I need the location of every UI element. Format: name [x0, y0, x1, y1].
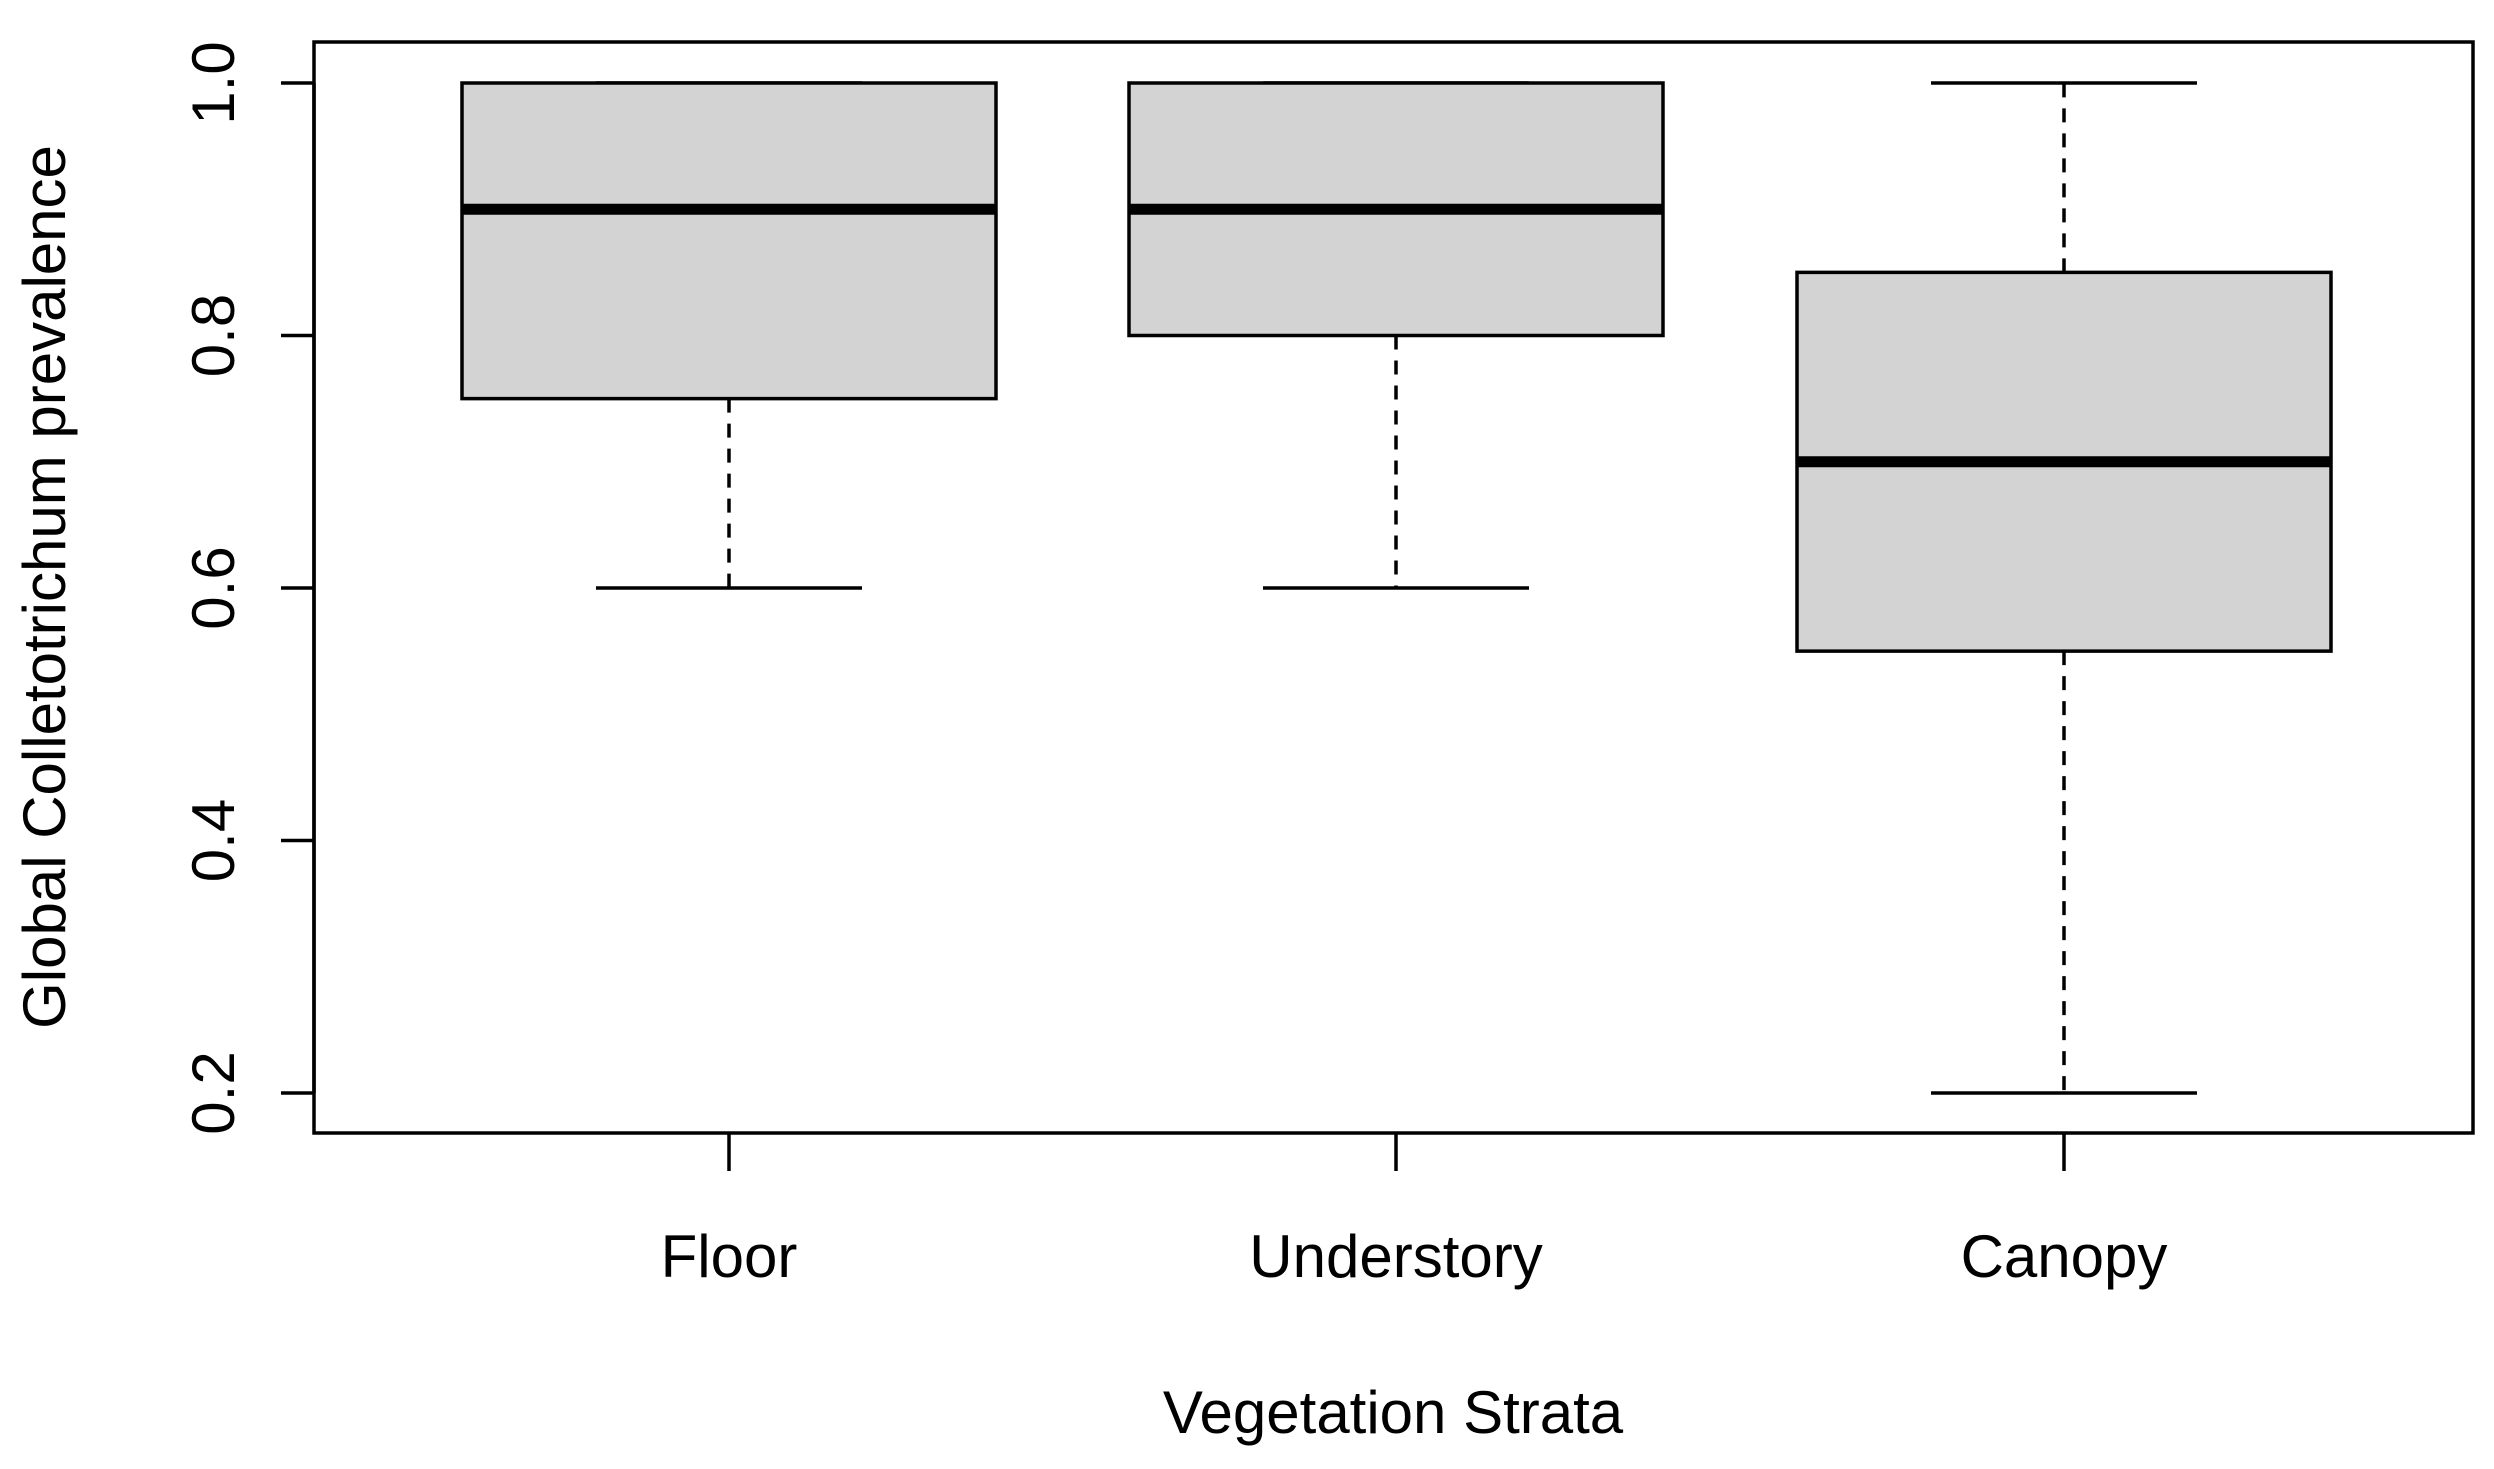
y-tick-label: 0.2 [180, 1051, 247, 1134]
box-group-floor [460, 81, 998, 590]
x-axis: Floor Understory Canopy [661, 1133, 2168, 1290]
box-floor [460, 81, 998, 401]
x-tick-label-canopy: Canopy [1961, 1223, 2168, 1290]
boxes-layer [460, 81, 2333, 1095]
x-tick-label-floor: Floor [661, 1223, 798, 1290]
y-axis-label: Global Colletotrichum prevalence [11, 145, 78, 1029]
box-group-understory [1127, 81, 1665, 590]
x-axis-label: Vegetation Strata [1163, 1379, 1624, 1446]
y-tick-label: 0.4 [180, 799, 247, 882]
y-tick-label: 0.6 [180, 546, 247, 629]
box-group-canopy [1795, 81, 2333, 1095]
y-axis: 0.2 0.4 0.6 0.8 1.0 [180, 41, 316, 1135]
y-tick-label: 0.8 [180, 294, 247, 377]
y-tick-label: 1.0 [180, 41, 247, 124]
x-tick-label-understory: Understory [1249, 1223, 1542, 1290]
